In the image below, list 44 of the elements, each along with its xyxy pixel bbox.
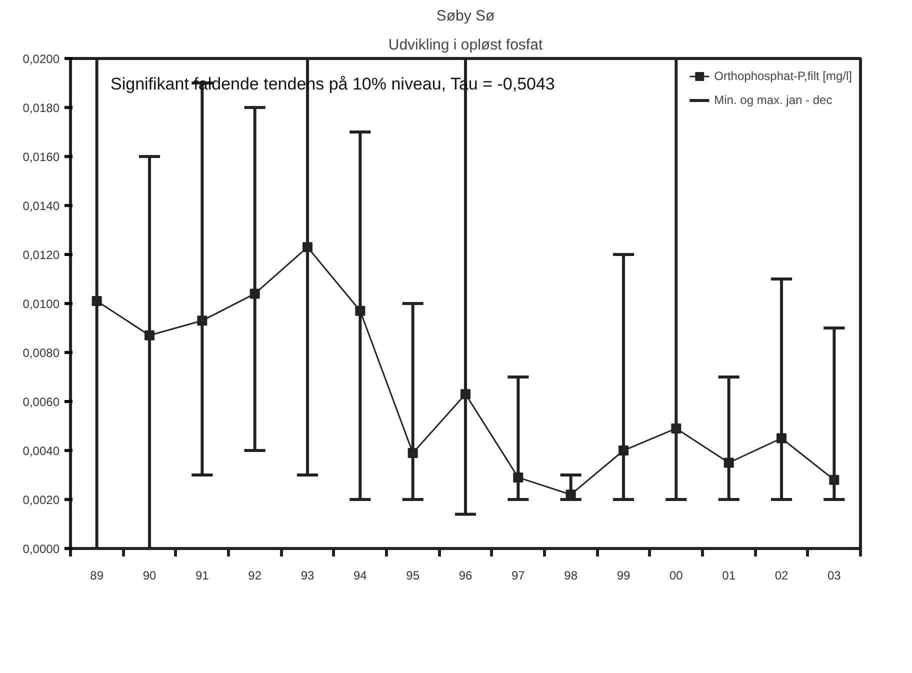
point — [776, 433, 786, 444]
annotation: Min. og max. jan - dec — [714, 93, 832, 107]
x-tick-label: 95 — [406, 568, 420, 582]
y-tick-label: 0,0000 — [22, 542, 60, 556]
y-tick-label: 0,0080 — [22, 346, 60, 360]
chart-subtitle: Udvikling i opløst fosfat — [388, 36, 544, 54]
x-tick-label: 90 — [142, 568, 156, 582]
point — [302, 242, 312, 252]
point — [618, 446, 628, 456]
x-tick-label: 96 — [458, 568, 472, 582]
x-tick-label: 91 — [195, 568, 210, 582]
point — [460, 389, 470, 400]
point — [671, 423, 682, 434]
legend-label: Orthophosphat-P,filt [mg/l] — [714, 69, 852, 83]
x-tick-label: 01 — [722, 568, 736, 582]
x-tick-label: 94 — [353, 568, 368, 582]
x-tick-label: 92 — [248, 568, 262, 582]
y-tick-label: 0,0100 — [22, 297, 60, 311]
point — [513, 472, 524, 482]
x-tick-label: 00 — [669, 568, 684, 582]
y-tick-label: 0,0040 — [22, 444, 60, 458]
y-tick-label: 0,0200 — [22, 52, 60, 66]
y-tick-label: 0,0160 — [22, 150, 60, 164]
x-tick-label: 93 — [300, 568, 314, 582]
point — [197, 316, 208, 326]
x-tick-label: 99 — [616, 568, 630, 582]
x-tick-label: 89 — [90, 568, 104, 582]
point — [724, 458, 734, 468]
point — [408, 448, 418, 458]
x-tick-label: 03 — [827, 568, 842, 582]
point — [92, 296, 102, 306]
y-tick-label: 0,0120 — [22, 248, 60, 262]
x-tick-label: 02 — [774, 568, 788, 582]
point — [355, 306, 366, 316]
y-tick-label: 0,0060 — [22, 395, 60, 409]
chart-title: Søby Sø — [436, 8, 495, 24]
point — [250, 288, 260, 299]
point — [829, 474, 840, 485]
point — [144, 330, 154, 340]
y-tick-label: 0,0020 — [22, 493, 60, 507]
y-tick-label: 0,0140 — [22, 199, 60, 213]
x-tick-label: 98 — [564, 568, 578, 582]
y-tick-label: 0,0180 — [22, 101, 60, 115]
x-tick-label: 97 — [511, 568, 526, 582]
